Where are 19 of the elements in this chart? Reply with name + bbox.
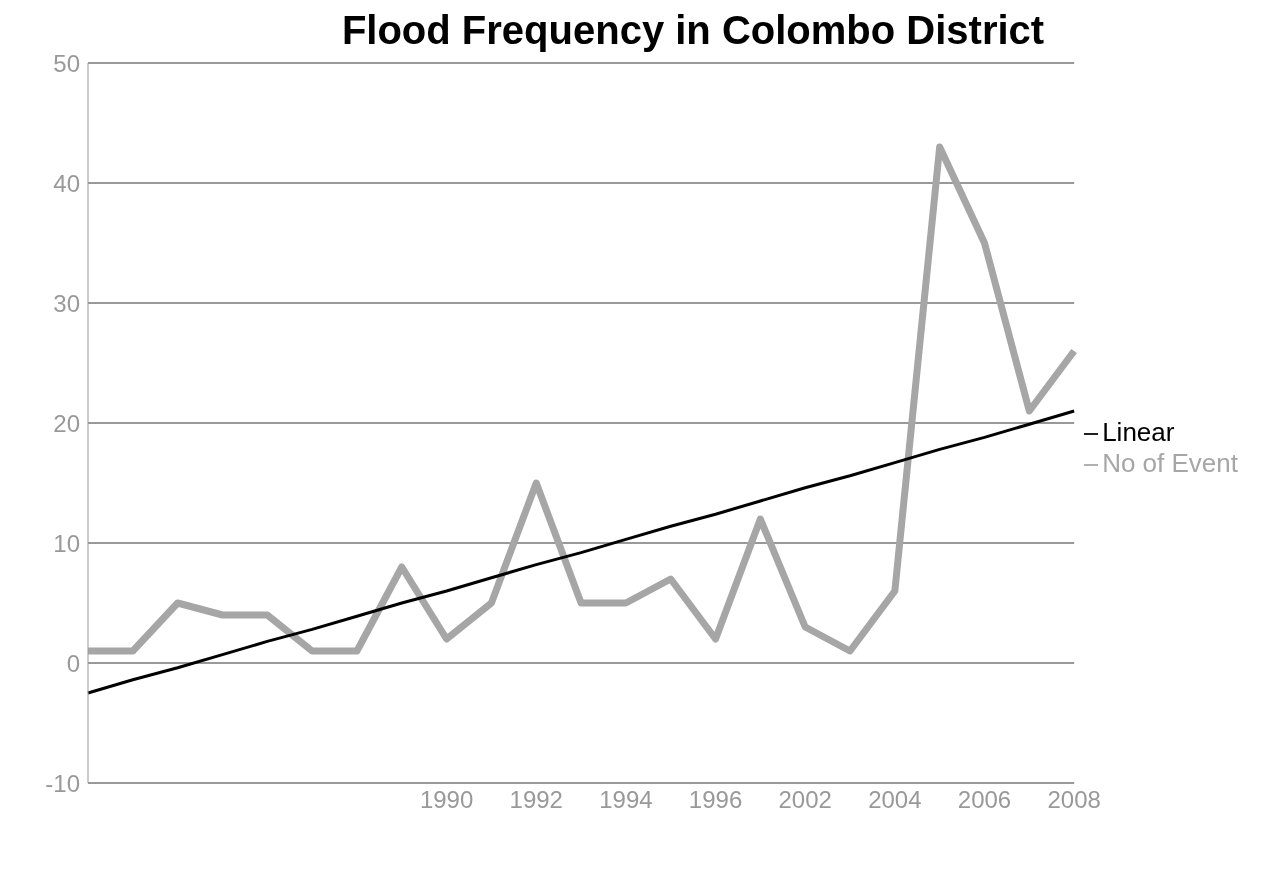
x-tick-label: 1992 [509,786,563,814]
y-tick-label: 50 [53,49,80,77]
y-tick-label: 40 [53,169,80,197]
x-tick-label: 2004 [868,786,922,814]
x-tick-label: 1996 [688,786,743,814]
x-tick-label: 1994 [599,786,653,814]
y-tick-label: 10 [53,529,80,557]
x-tick-label: 2002 [778,786,832,814]
legend-label: No of Event [1102,448,1238,478]
x-tick-label: 1990 [419,786,474,814]
x-tick-label: 2006 [957,786,1012,814]
y-tick-label: 30 [53,289,80,317]
line-series [86,409,1076,695]
legend-label: Linear [1102,417,1175,447]
y-tick-label: 20 [53,409,80,437]
x-tick-label: 2008 [1047,786,1101,814]
chart-title: Flood Frequency in Colombo District [341,8,1045,52]
y-tick-label: -10 [45,769,80,797]
y-tick-label: 0 [66,649,80,677]
